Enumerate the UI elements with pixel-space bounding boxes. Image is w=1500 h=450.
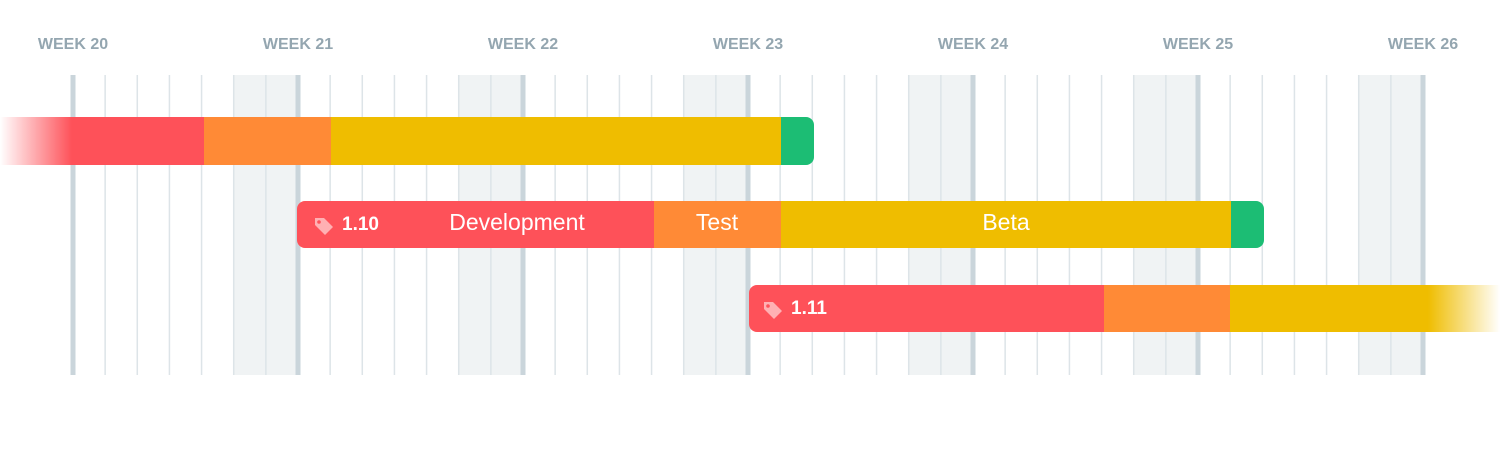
phase-label: Test [696,209,739,235]
week-labels: WEEK 20 WEEK 21 WEEK 22 WEEK 23 WEEK 24 WEEK … [38,36,1458,53]
tag-hole [317,220,321,224]
tag-hole [766,304,770,308]
phase-label: Development [449,209,585,235]
week-label: WEEK 22 [488,36,558,53]
week-label: WEEK 23 [713,36,783,53]
release-row [749,285,1500,332]
release-row [0,117,814,165]
release-row [297,201,1264,248]
phase-development [749,285,1104,332]
week-label: WEEK 21 [263,36,333,53]
week-label: WEEK 24 [938,36,1008,53]
version-label: 1.10 [342,214,379,235]
week-label: WEEK 26 [1388,36,1458,53]
phase-release [781,117,814,165]
phase-test [204,117,331,165]
phase-release [1231,201,1264,248]
phase-test [1104,285,1230,332]
phase-label: Beta [982,209,1030,235]
phase-test [654,201,781,248]
week-label: WEEK 20 [38,36,108,53]
version-label: 1.11 [791,298,827,319]
phase-beta [331,117,781,165]
phase-development [297,201,654,248]
fade [1428,285,1500,332]
week-label: WEEK 25 [1163,36,1233,53]
fade [0,117,72,165]
phase-beta [781,201,1231,248]
